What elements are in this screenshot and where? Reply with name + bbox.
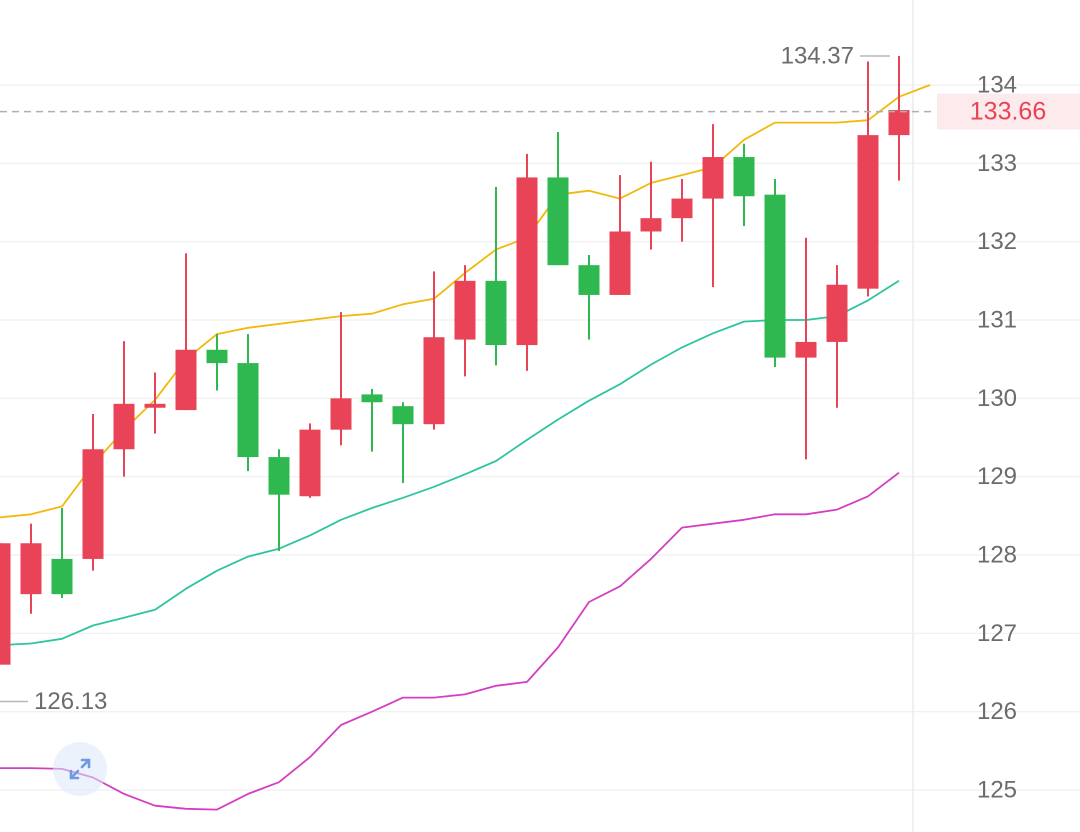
- y-tick-label: 129: [977, 463, 1017, 490]
- candle-body: [144, 403, 166, 408]
- candle[interactable]: [702, 124, 724, 288]
- candle[interactable]: [113, 341, 135, 477]
- candle[interactable]: [578, 254, 600, 340]
- candle-body: [671, 198, 693, 219]
- candle-body: [516, 177, 538, 346]
- candle[interactable]: [485, 186, 507, 366]
- candle[interactable]: [547, 132, 569, 266]
- candle[interactable]: [330, 312, 352, 446]
- candle-body: [764, 194, 786, 358]
- candle[interactable]: [51, 508, 73, 599]
- candle[interactable]: [671, 179, 693, 242]
- y-tick-label: 132: [977, 228, 1017, 255]
- y-tick-label: 127: [977, 620, 1017, 647]
- current-price-indicator: 133.66: [0, 93, 1080, 130]
- candle[interactable]: [609, 175, 631, 295]
- candle-body: [0, 543, 11, 665]
- candle[interactable]: [857, 61, 879, 297]
- candle-body: [175, 349, 197, 411]
- candle[interactable]: [640, 161, 662, 250]
- y-tick-label: 131: [977, 307, 1017, 334]
- candle[interactable]: [82, 414, 104, 571]
- y-tick-label: 130: [977, 385, 1017, 412]
- candle-body: [609, 231, 631, 295]
- candle-body: [826, 284, 848, 342]
- candle-body: [392, 406, 414, 425]
- y-tick-label: 125: [977, 777, 1017, 804]
- y-tick-label: 133: [977, 150, 1017, 177]
- extreme-markers: 134.37 126.13: [0, 43, 890, 715]
- candle-body: [82, 449, 104, 559]
- candle[interactable]: [795, 237, 817, 460]
- candle-body: [330, 398, 352, 430]
- low-marker-label: 126.13: [34, 688, 107, 715]
- expand-diagonal-arrows-icon: [69, 758, 91, 780]
- moving-average-lines: [0, 84, 931, 811]
- current-price-label: 133.66: [970, 98, 1046, 126]
- candle[interactable]: [237, 334, 259, 472]
- candle-body: [423, 337, 445, 425]
- candle-body: [206, 349, 228, 364]
- candle-body: [795, 341, 817, 358]
- candle-body: [888, 110, 910, 136]
- candle[interactable]: [175, 253, 197, 411]
- current-price-label-background: [937, 93, 1080, 130]
- candle[interactable]: [516, 153, 538, 371]
- candle[interactable]: [733, 143, 755, 226]
- candle[interactable]: [888, 56, 910, 181]
- candle-body: [702, 157, 724, 199]
- candle[interactable]: [764, 179, 786, 367]
- candle-body: [237, 363, 259, 458]
- moving-average-line-3: [0, 471, 900, 811]
- candle-body: [454, 280, 476, 340]
- candle[interactable]: [392, 402, 414, 483]
- candle-body: [640, 218, 662, 232]
- candle-body: [361, 394, 383, 403]
- candle-body: [113, 403, 135, 450]
- candle[interactable]: [206, 334, 228, 391]
- candle[interactable]: [826, 265, 848, 408]
- candle-body: [485, 280, 507, 346]
- candle[interactable]: [20, 523, 42, 614]
- candle-body: [20, 543, 42, 595]
- candle-body: [547, 177, 569, 266]
- candle[interactable]: [268, 449, 290, 552]
- grid-lines: [0, 84, 1080, 791]
- candle[interactable]: [361, 388, 383, 452]
- candle-body: [733, 157, 755, 197]
- candle-body: [578, 265, 600, 295]
- candle[interactable]: [454, 265, 476, 377]
- candle[interactable]: [423, 271, 445, 430]
- candle-body: [268, 457, 290, 495]
- candle-body: [299, 429, 321, 497]
- candle-body: [857, 135, 879, 289]
- moving-average-line-2: [0, 280, 900, 646]
- candle[interactable]: [299, 423, 321, 498]
- candle[interactable]: [0, 543, 11, 665]
- candle[interactable]: [144, 372, 166, 434]
- candles[interactable]: [0, 56, 910, 665]
- high-marker-label: 134.37: [781, 43, 854, 70]
- expand-chart-button[interactable]: [53, 742, 107, 796]
- y-tick-label: 128: [977, 542, 1017, 569]
- candle-body: [51, 558, 73, 595]
- y-tick-label: 126: [977, 698, 1017, 725]
